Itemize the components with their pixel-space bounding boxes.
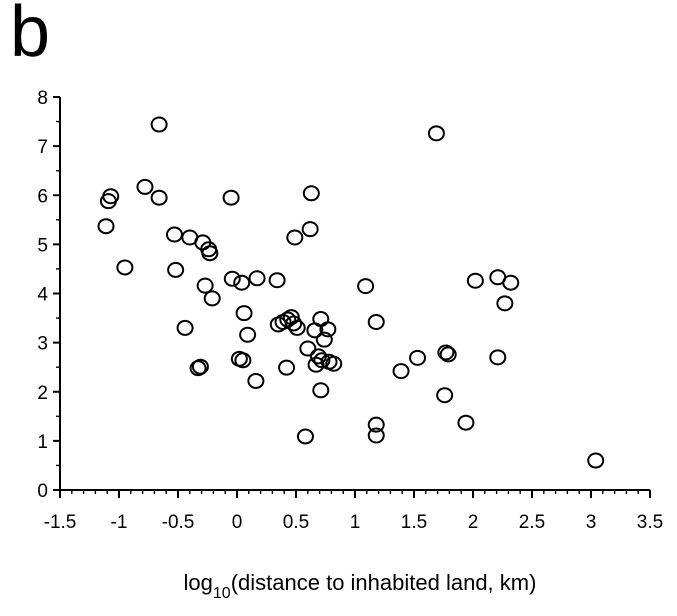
x-tick-label: 0.5 (283, 512, 309, 533)
data-point (102, 188, 120, 205)
data-point (307, 356, 325, 373)
data-point (392, 363, 410, 380)
data-point (312, 311, 330, 328)
x-tick-label: -1 (111, 512, 128, 533)
data-point (222, 189, 240, 206)
data-point (189, 360, 207, 377)
x-tick-label: 1 (350, 512, 361, 533)
data-point (286, 229, 304, 246)
data-point (367, 313, 385, 330)
x-axis-label: log10(distance to inhabited land, km) (184, 570, 537, 602)
x-axis-label-subscript: 10 (213, 585, 231, 602)
x-tick-label: 2.5 (519, 512, 545, 533)
y-tick-label: 8 (37, 88, 48, 109)
data-point (288, 319, 306, 336)
data-point (150, 116, 168, 133)
data-point (167, 261, 185, 278)
data-point (268, 272, 286, 289)
data-point (437, 344, 455, 361)
data-point (436, 387, 454, 404)
data-point (312, 382, 330, 399)
data-point (150, 189, 168, 206)
data-point (247, 372, 265, 389)
data-point (409, 349, 427, 366)
data-point (502, 274, 520, 291)
data-point (234, 352, 252, 369)
x-tick-label: 1.5 (401, 512, 427, 533)
data-point (325, 355, 343, 372)
y-tick-label: 1 (37, 432, 48, 453)
data-points (97, 116, 605, 469)
data-point (367, 416, 385, 433)
y-tick-label: 4 (37, 285, 48, 306)
data-point (136, 178, 154, 195)
x-tick-label: 3.5 (637, 512, 663, 533)
data-point (233, 274, 251, 291)
data-point (496, 295, 514, 312)
x-tick-label: 2 (468, 512, 479, 533)
data-point (191, 358, 209, 375)
data-point (223, 270, 241, 287)
x-tick-label: 3 (586, 512, 597, 533)
data-point (278, 359, 296, 376)
data-point (239, 326, 257, 343)
data-point (176, 319, 194, 336)
data-point (248, 270, 266, 287)
data-point (116, 259, 134, 276)
y-tick-label: 2 (37, 383, 48, 404)
data-point (196, 277, 214, 294)
data-point (367, 427, 385, 444)
y-tick-label: 6 (37, 186, 48, 207)
data-point (285, 315, 303, 332)
x-tick-label: -1.5 (44, 512, 77, 533)
data-point (315, 331, 333, 348)
x-tick-label: 0 (232, 512, 243, 533)
data-point (301, 221, 319, 238)
data-point (319, 321, 337, 338)
data-point (587, 452, 605, 469)
data-point (203, 290, 221, 307)
data-point (165, 226, 183, 243)
data-point (357, 278, 375, 295)
data-point (97, 218, 115, 235)
x-axis-label-prefix: log (184, 570, 213, 595)
data-point (235, 305, 253, 322)
axes (59, 97, 650, 491)
data-point (302, 185, 320, 202)
data-point (457, 414, 475, 431)
y-tick-label: 5 (37, 235, 48, 256)
x-ticks: -1.5 -1 -0.5 0 0.5 1 1.5 2 2.5 3 3.5 (44, 490, 663, 533)
x-tick-label: -0.5 (162, 512, 195, 533)
panel-label: b (10, 0, 51, 72)
y-tick-label: 7 (37, 137, 48, 158)
data-point (201, 245, 219, 262)
x-axis-label-rest: (distance to inhabited land, km) (231, 570, 537, 595)
y-ticks: 0 1 2 3 4 5 6 7 8 (37, 88, 60, 502)
data-point (439, 346, 457, 363)
data-point (299, 340, 317, 357)
data-point (489, 349, 507, 366)
data-point (296, 428, 314, 445)
y-tick-label: 3 (37, 334, 48, 355)
y-tick-label: 0 (37, 481, 48, 502)
data-point (427, 125, 445, 142)
data-point (466, 272, 484, 289)
